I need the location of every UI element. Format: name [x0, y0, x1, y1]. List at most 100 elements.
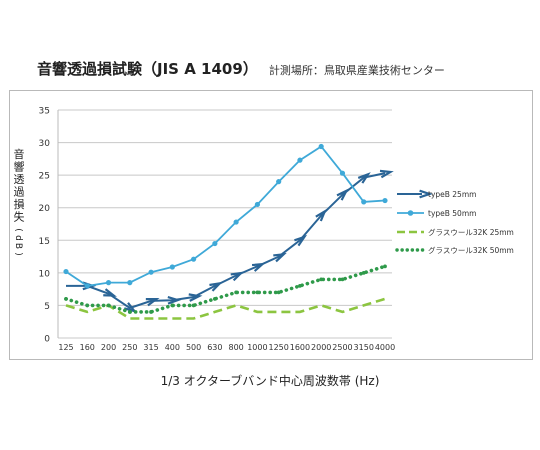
chart-title-row: 音響透過損試験（JIS A 1409） 計測場所：鳥取県産業技術センター: [37, 58, 445, 79]
data-point: [64, 297, 68, 301]
data-point: [169, 264, 175, 270]
data-point: [233, 219, 239, 225]
y-tick-label: 0: [44, 335, 50, 345]
grid-lines: [58, 109, 392, 339]
x-tick-label: 500: [186, 343, 201, 352]
chart-title: 音響透過損試験（JIS A 1409）: [37, 60, 258, 78]
data-point-arrow: [167, 296, 182, 305]
data-point: [234, 290, 239, 295]
legend-label: typeB 50mm: [428, 209, 476, 218]
legend-dot-icon: [407, 210, 414, 216]
data-point: [255, 290, 260, 295]
legend-item-3: グラスウール32K 25mm: [397, 227, 514, 237]
data-point-arrow: [103, 288, 117, 297]
data-point-arrow: [145, 297, 160, 307]
data-point: [85, 303, 90, 308]
y-axis-label-char: 損: [14, 197, 25, 211]
data-point: [361, 199, 367, 205]
y-axis-label-char: d: [13, 235, 23, 241]
data-point: [340, 277, 345, 282]
series-line: [66, 172, 386, 310]
x-tick-label: 1600: [290, 343, 310, 352]
y-axis-label-char: 音: [14, 147, 25, 161]
y-axis-label-char: 透: [14, 173, 25, 186]
y-axis-label-char: 過: [14, 186, 25, 199]
data-point: [361, 270, 366, 275]
x-axis-label: 1/3 オクターブバンド中心周波数帯 (Hz): [160, 374, 380, 388]
data-point: [148, 269, 154, 275]
x-tick-label: 160: [80, 343, 95, 352]
data-point-arrow: [336, 188, 349, 201]
y-axis-label-char: 響: [14, 160, 25, 174]
data-point-arrow: [379, 169, 394, 179]
series-line: [65, 297, 386, 320]
data-point: [127, 310, 132, 314]
axes: 0 5 10 15 20 25 30 35 125 160 200 250 315 400 500 630 80…: [39, 107, 396, 353]
x-tick-label: 315: [143, 343, 158, 352]
data-point: [106, 303, 111, 308]
legend-label: typeB 25mm: [428, 190, 476, 199]
x-tick-label: 1250: [268, 343, 288, 352]
data-point-arrow: [273, 252, 287, 263]
data-point-arrow: [230, 271, 245, 282]
data-point: [382, 197, 388, 204]
data-point: [254, 201, 260, 208]
data-point: [105, 280, 112, 286]
data-point: [63, 268, 69, 275]
data-point: [212, 240, 218, 247]
data-point: [276, 179, 282, 185]
chart-frame: [9, 90, 533, 360]
data-point: [170, 303, 175, 308]
legend-label: グラスウール32K 50mm: [428, 245, 514, 255]
data-point: [212, 297, 217, 301]
x-tick-label: 800: [228, 343, 243, 352]
legend-item-4: グラスウール32K 50mm: [395, 245, 514, 255]
y-tick-label: 10: [39, 269, 51, 279]
x-tick-label: 630: [207, 343, 222, 352]
legend: typeB 25mm typeB 50mm グラスウール32K 25mm グラスウール…: [395, 189, 514, 255]
data-point: [191, 303, 196, 308]
data-point: [318, 143, 324, 150]
data-point: [298, 283, 302, 288]
y-axis-label-char: (: [13, 228, 23, 232]
x-tick-label: 400: [165, 343, 180, 352]
data-point-arrow: [294, 234, 308, 247]
x-tick-label: 200: [101, 343, 116, 352]
x-tick-label: 2500: [332, 343, 352, 352]
series-layer: [63, 143, 394, 320]
x-tick-label: 4000: [375, 343, 395, 352]
series-line: [64, 264, 387, 314]
legend-item-2: typeB 50mm: [397, 209, 476, 218]
y-axis-label-char: 失: [14, 211, 25, 224]
x-tick-label: 250: [122, 343, 137, 352]
y-tick-label: 5: [44, 302, 50, 312]
y-tick-label: 15: [39, 237, 50, 247]
series-4: [64, 264, 387, 314]
data-point-arrow: [315, 208, 328, 222]
y-tick-label: 35: [39, 107, 50, 117]
x-tick-label: 1000: [247, 343, 267, 352]
data-point: [276, 290, 281, 295]
data-point: [84, 283, 90, 289]
data-point-arrow: [188, 293, 203, 302]
data-point-arrow: [209, 281, 223, 292]
y-axis-label-char: B: [13, 243, 23, 249]
legend-arrow-icon: [419, 189, 433, 199]
data-point-arrow: [357, 172, 371, 184]
series-1: [66, 169, 394, 314]
data-point: [319, 277, 324, 282]
x-tick-label: 125: [58, 343, 73, 352]
x-tick-label: 3150: [354, 343, 374, 352]
y-tick-label: 20: [39, 204, 51, 214]
y-tick-label: 25: [39, 172, 50, 182]
legend-label: グラスウール32K 25mm: [428, 227, 514, 237]
data-point: [149, 310, 153, 314]
y-tick-label: 30: [39, 139, 51, 149]
data-point: [383, 264, 387, 269]
x-tick-label: 2000: [311, 343, 331, 352]
data-point: [339, 170, 346, 176]
series-2: [63, 143, 388, 289]
chart-subtitle: 計測場所：鳥取県産業技術センター: [268, 64, 445, 77]
